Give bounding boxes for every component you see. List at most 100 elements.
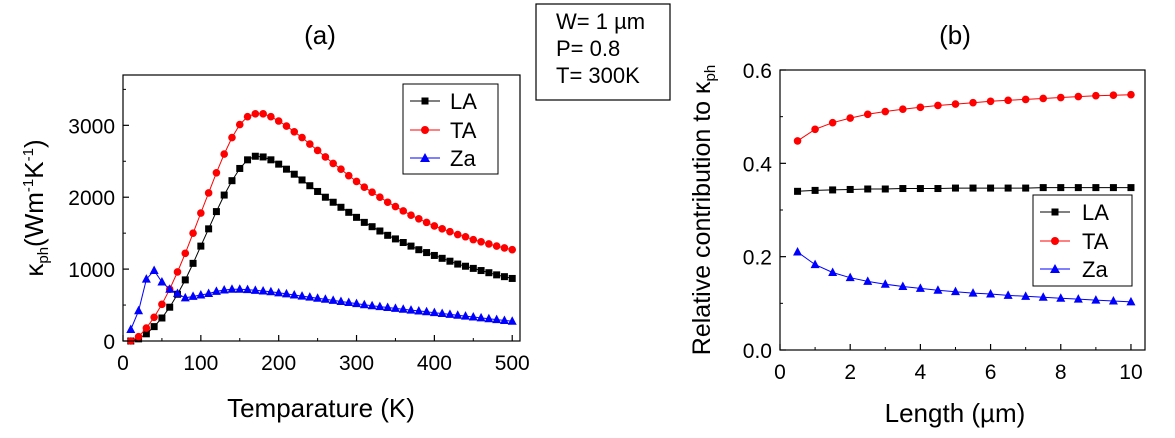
chart-a-point-za	[266, 286, 276, 296]
chart-b-point-ta	[1074, 92, 1083, 101]
chart-b-point-za	[880, 279, 890, 288]
chart-a-point-za	[180, 292, 190, 302]
chart-a-point-la	[228, 177, 236, 185]
chart-b-point-la	[846, 185, 854, 193]
chart-a-point-la	[158, 314, 166, 322]
chart-a-point-la	[275, 160, 283, 168]
chart-b-point-ta	[1092, 91, 1100, 100]
chart-a-ticks: 0 100 200 300 400 500 0 1000 2000 3000	[68, 88, 530, 375]
chart-a-point-za	[344, 297, 354, 307]
chart-a-point-ta	[360, 183, 369, 191]
chart-b-point-za	[986, 289, 996, 298]
chart-a-x-tick-label: 400	[417, 352, 452, 375]
chart-a-point-za	[157, 277, 167, 286]
chart-a-point-la	[236, 164, 244, 172]
chart-a-point-za	[429, 307, 439, 317]
chart-a-point-za	[196, 289, 206, 299]
chart-b-point-la	[951, 184, 959, 192]
chart-b-x-tick-label: 6	[985, 361, 997, 384]
chart-a-point-za	[172, 288, 182, 298]
chart-b-point-za	[915, 283, 925, 292]
chart-b-point-za	[968, 288, 978, 297]
chart-a-point-ta	[267, 112, 275, 121]
chart-a-y-axis-subscript: ph	[35, 247, 52, 264]
chart-a-point-za	[274, 287, 284, 297]
chart-a-point-za	[476, 312, 486, 322]
chart-b-point-la	[1022, 184, 1030, 192]
chart-a-point-ta	[189, 229, 197, 237]
chart-a-point-la	[142, 330, 150, 338]
chart-a-point-za	[468, 311, 478, 321]
chart-b-point-la	[1074, 184, 1082, 192]
chart-a-point-ta	[150, 313, 158, 322]
chart-a-point-ta	[485, 240, 493, 248]
chart-b-legend-label-ta: TA	[1082, 229, 1109, 254]
chart-a-point-ta	[173, 268, 182, 276]
chart-a-point-za	[289, 289, 299, 299]
chart-b-x-tick-label: 2	[844, 361, 856, 384]
chart-a-y-axis-unit-exp2: -1	[20, 148, 37, 161]
chart-a-legend-label-la: LA	[450, 89, 477, 114]
chart-b-point-ta	[1056, 93, 1065, 102]
chart-a-point-ta	[430, 222, 439, 230]
chart-a-point-ta	[368, 188, 376, 196]
chart-b-y-tick-label: 0.2	[743, 247, 772, 270]
chart-a-plot-frame	[122, 74, 521, 342]
chart-a-point-za	[134, 305, 144, 315]
chart-a-point-ta	[290, 127, 299, 136]
chart-a-point-la	[500, 273, 508, 281]
chart-a: (a) 0 100 200 300 400 500 0 1000 2000 3000 Tempar…	[19, 20, 530, 423]
chart-b-point-la	[916, 185, 924, 193]
chart-b-point-ta	[846, 114, 854, 122]
chart-b-point-la	[1092, 184, 1100, 192]
chart-a-legend-label-ta: TA	[450, 118, 477, 143]
chart-a-point-la	[353, 213, 361, 221]
chart-a-point-ta	[446, 227, 454, 236]
chart-a-point-la	[407, 242, 415, 250]
chart-a-point-la	[493, 271, 501, 279]
chart-b-legend-marker-za	[1050, 264, 1060, 273]
chart-a-point-la	[423, 249, 431, 257]
chart-a-legend-marker-za	[420, 153, 430, 162]
chart-a-point-za	[188, 291, 198, 300]
chart-a-y-tick-label: 3000	[68, 115, 115, 138]
chart-a-point-za	[219, 284, 229, 294]
chart-a-point-za	[453, 310, 463, 319]
chart-a-point-la	[430, 251, 438, 259]
chart-a-point-la	[181, 276, 189, 284]
chart-a-point-za	[211, 286, 221, 295]
chart-a-y-axis-unit-mid: K	[19, 161, 49, 179]
chart-b-ticks: 0 2 4 6 8 10 0.0 0.2 0.4 0.6	[743, 60, 1143, 384]
chart-a-x-tick-label: 200	[261, 352, 296, 375]
chart-a-point-za	[227, 284, 237, 293]
chart-a-point-la	[282, 165, 290, 173]
chart-b-point-ta	[793, 137, 802, 145]
chart-a-point-ta	[422, 218, 431, 227]
chart-a-point-za	[235, 284, 245, 293]
chart-b-point-la	[987, 184, 995, 192]
chart-a-point-ta	[344, 171, 353, 180]
chart-a-point-ta	[391, 202, 400, 211]
chart-a-point-ta	[415, 214, 423, 223]
chart-a-point-la	[251, 152, 259, 160]
chart-a-y-axis-unit-exp1: -1	[20, 179, 37, 192]
chart-a-point-ta	[220, 150, 228, 158]
params-box-frame	[535, 3, 671, 101]
chart-a-point-za	[367, 300, 377, 310]
chart-b-point-ta	[1039, 94, 1048, 103]
chart-a-point-za	[313, 293, 323, 302]
chart-a-point-za	[461, 311, 471, 320]
chart-a-y-tick-label: 0	[103, 331, 115, 354]
chart-a-point-la	[290, 170, 298, 178]
chart-a-y-tick-label: 2000	[68, 187, 115, 210]
chart-a-point-ta	[469, 235, 478, 244]
chart-b-point-ta	[1004, 96, 1012, 105]
chart-b: (b) 0 2 4 6 8 10 0.0 0.2 0.4 0.6 Length (µm) Rela…	[688, 20, 1146, 428]
chart-b-point-za	[1108, 296, 1118, 305]
chart-a-point-ta	[399, 207, 408, 215]
chart-b-point-la	[1057, 184, 1065, 192]
chart-a-point-la	[438, 254, 446, 262]
chart-a-point-za	[243, 284, 253, 294]
chart-a-point-la	[298, 176, 306, 184]
chart-a-point-za	[352, 298, 362, 308]
